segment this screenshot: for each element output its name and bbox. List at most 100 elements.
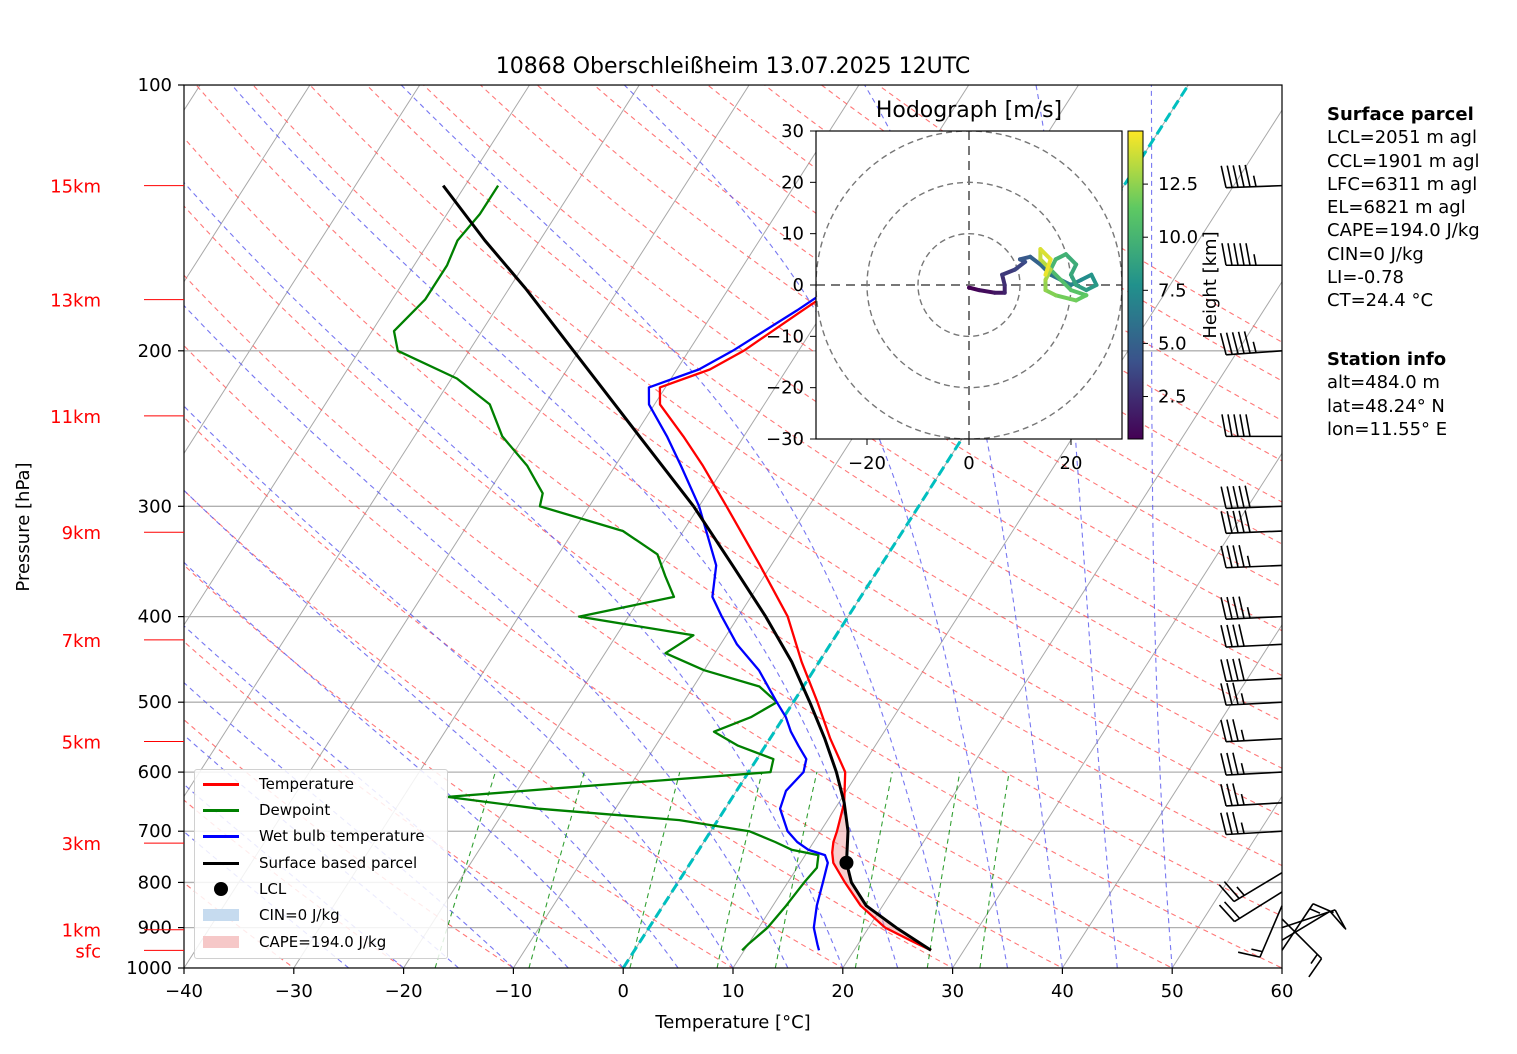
wind-barb-staff <box>1281 903 1314 951</box>
colorbar-label: Height [km] <box>1200 231 1221 338</box>
legend: Temperature Dewpoint Wet bulb temperatur… <box>194 769 448 959</box>
wind-barb-feather <box>1220 511 1227 534</box>
wind-barb-feather <box>1232 658 1239 681</box>
wind-barb-feather <box>1225 332 1233 355</box>
hodograph-y-tick-label: 10 <box>781 224 804 245</box>
wind-barb-staff <box>1281 910 1331 941</box>
surface-parcel-lfc: LFC=6311 m agl <box>1327 173 1478 195</box>
wind-barb-staff <box>1259 905 1283 958</box>
dry-adiabat <box>195 85 1282 867</box>
wind-barb-feather <box>1220 812 1227 835</box>
legend-swatch <box>203 909 239 921</box>
legend-swatch <box>203 835 239 838</box>
wind-barb-feather <box>1223 881 1240 899</box>
wind-barb-feather <box>1219 332 1227 355</box>
wind-barb-feather <box>1233 243 1239 266</box>
wind-barb-feather <box>1220 486 1227 509</box>
moist-adiabat <box>184 734 459 968</box>
hodograph-segment <box>1038 247 1053 262</box>
wind-barb-feather <box>1232 545 1239 568</box>
wind-barb-half-feather <box>1236 886 1245 896</box>
wind-barb-feather <box>1244 164 1251 187</box>
hodograph-segment <box>1058 277 1073 293</box>
dry-adiabat <box>184 137 1282 917</box>
wind-barb-feather <box>1220 545 1227 568</box>
surface-parcel-li: LI=-0.78 <box>1327 267 1404 289</box>
x-tick-label: 40 <box>1051 981 1074 1002</box>
surface-parcel-lcl: LCL=2051 m agl <box>1327 127 1477 149</box>
series-line-surface-based-parcel <box>442 184 932 952</box>
wind-barb-feather <box>1227 243 1233 266</box>
wind-barb-feather <box>1220 165 1227 188</box>
wind-barb-feather <box>1226 165 1233 188</box>
wind-barb-feather <box>1223 901 1241 919</box>
cape-area <box>832 803 930 950</box>
axes: −40 −30 −20 −10 0 10 20 30 40 50 60100090080070060… <box>50 75 1293 1002</box>
wind-barb-staff <box>1226 737 1283 743</box>
isotherm <box>842 280 1282 968</box>
wind-barb-feather <box>1226 752 1233 775</box>
wind-barb-feather <box>1220 683 1227 706</box>
chart-title: 10868 Oberschleißheim 13.07.2025 12UTC <box>496 54 971 79</box>
wind-barb-staff <box>1226 530 1283 535</box>
x-tick-label: −40 <box>165 981 203 1002</box>
x-tick-label: 0 <box>617 981 628 1002</box>
x-tick-label: 50 <box>1161 981 1184 1002</box>
series-line-dewpoint <box>392 184 820 952</box>
hodograph-segment <box>1063 252 1079 267</box>
wind-barb-feather <box>1226 624 1233 647</box>
wind-barb-feather <box>1238 624 1245 647</box>
wind-barb-half-feather <box>1240 763 1245 775</box>
wind-barb-feather <box>1238 165 1245 188</box>
wind-barb-staff <box>1226 677 1283 683</box>
dry-adiabat <box>536 85 1282 588</box>
wind-barb-feather <box>1220 753 1227 776</box>
wind-barb-staff <box>1226 701 1283 706</box>
x-tick-label: 20 <box>831 981 854 1002</box>
wind-barb-feather <box>1237 951 1261 958</box>
colorbar <box>1127 130 1144 440</box>
surface-parcel-header: Surface parcel <box>1327 104 1474 125</box>
wind-barb <box>1220 682 1283 706</box>
moist-adiabat <box>184 304 789 968</box>
wind-barb-feather <box>1226 511 1233 534</box>
wind-barb-staff <box>1226 830 1283 836</box>
legend-item-parcel: Surface based parcel <box>203 853 417 873</box>
mixing-ratio-line <box>629 771 681 968</box>
moist-adiabat <box>231 85 899 968</box>
x-tick-label: −30 <box>275 981 313 1002</box>
legend-item-cape: CAPE=194.0 J/kg <box>203 932 386 952</box>
hodograph-title: Hodograph [m/s] <box>876 98 1062 123</box>
hodograph-segment <box>1000 267 1017 277</box>
y-tick-label: 300 <box>138 496 172 517</box>
wind-barb <box>1220 719 1283 743</box>
dry-adiabat <box>184 274 1174 968</box>
wind-barb-feather <box>1233 414 1239 437</box>
isotherm <box>732 109 1282 968</box>
wind-barb-staff <box>1233 872 1283 903</box>
isotherm <box>184 85 311 283</box>
colorbar-tick-label: 12.5 <box>1158 174 1198 195</box>
wind-barb <box>1220 596 1283 620</box>
y-tick-label: 400 <box>138 607 172 628</box>
moist-adiabat <box>184 561 624 968</box>
wind-barb-feather <box>1329 910 1346 929</box>
station-info-header: Station info <box>1327 349 1447 370</box>
legend-label: Dewpoint <box>259 801 331 819</box>
wind-barb-feather <box>1238 596 1245 619</box>
wind-barb-half-feather <box>1240 693 1245 705</box>
height-label: 1km <box>62 921 101 942</box>
legend-label: LCL <box>259 880 287 898</box>
wind-barb-feather <box>1221 243 1227 266</box>
legend-label: CAPE=194.0 J/kg <box>259 933 387 951</box>
wind-barb-staff <box>1226 564 1283 569</box>
wind-barb-half-feather <box>1240 822 1245 834</box>
wind-barb-feather <box>1226 659 1233 682</box>
wind-barb-feather <box>1245 414 1251 437</box>
wind-barb-feather <box>1244 485 1251 508</box>
wind-barb-feather <box>1226 545 1233 568</box>
wind-barb-staff <box>1234 891 1283 923</box>
wind-barb-feather <box>1232 165 1239 188</box>
legend-item-lcl: LCL <box>203 879 286 899</box>
x-tick-label: 30 <box>941 981 964 1002</box>
